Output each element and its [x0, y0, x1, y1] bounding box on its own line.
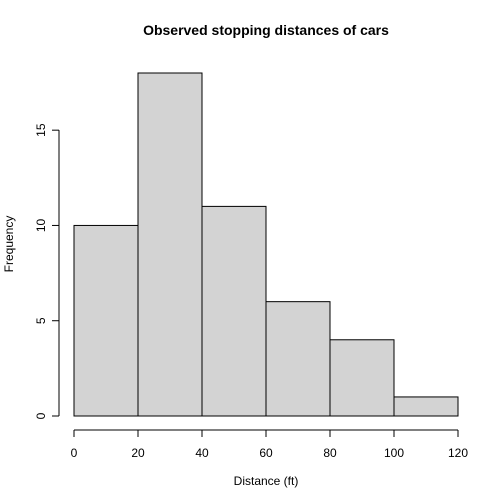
- y-tick-label-3: 15: [34, 123, 48, 137]
- histogram-bar-0: [73, 224, 139, 417]
- y-axis-label: Frequency: [2, 216, 16, 273]
- x-tick-label-1: 20: [131, 446, 145, 460]
- x-axis-label: Distance (ft): [234, 474, 299, 488]
- histogram-bar-5: [393, 396, 459, 417]
- y-axis: 0 5 10 15: [34, 123, 60, 419]
- chart-title: Observed stopping distances of cars: [143, 22, 389, 38]
- x-tick-label-3: 60: [259, 446, 273, 460]
- x-tick-label-5: 100: [384, 446, 404, 460]
- y-tick-label-2: 10: [34, 218, 48, 232]
- y-tick-label-1: 5: [34, 317, 48, 324]
- histogram-bar-1: [137, 72, 203, 417]
- x-tick-label-0: 0: [71, 446, 78, 460]
- histogram-bar-2: [201, 205, 267, 417]
- histogram-bar-3: [265, 301, 331, 417]
- histogram-bar-4: [329, 339, 395, 417]
- x-axis: 0 20 40 60 80 100 120: [71, 429, 468, 460]
- bars-group: [73, 72, 459, 417]
- x-tick-label-6: 120: [448, 446, 468, 460]
- x-tick-label-4: 80: [323, 446, 337, 460]
- x-tick-label-2: 40: [195, 446, 209, 460]
- y-tick-label-0: 0: [34, 412, 48, 419]
